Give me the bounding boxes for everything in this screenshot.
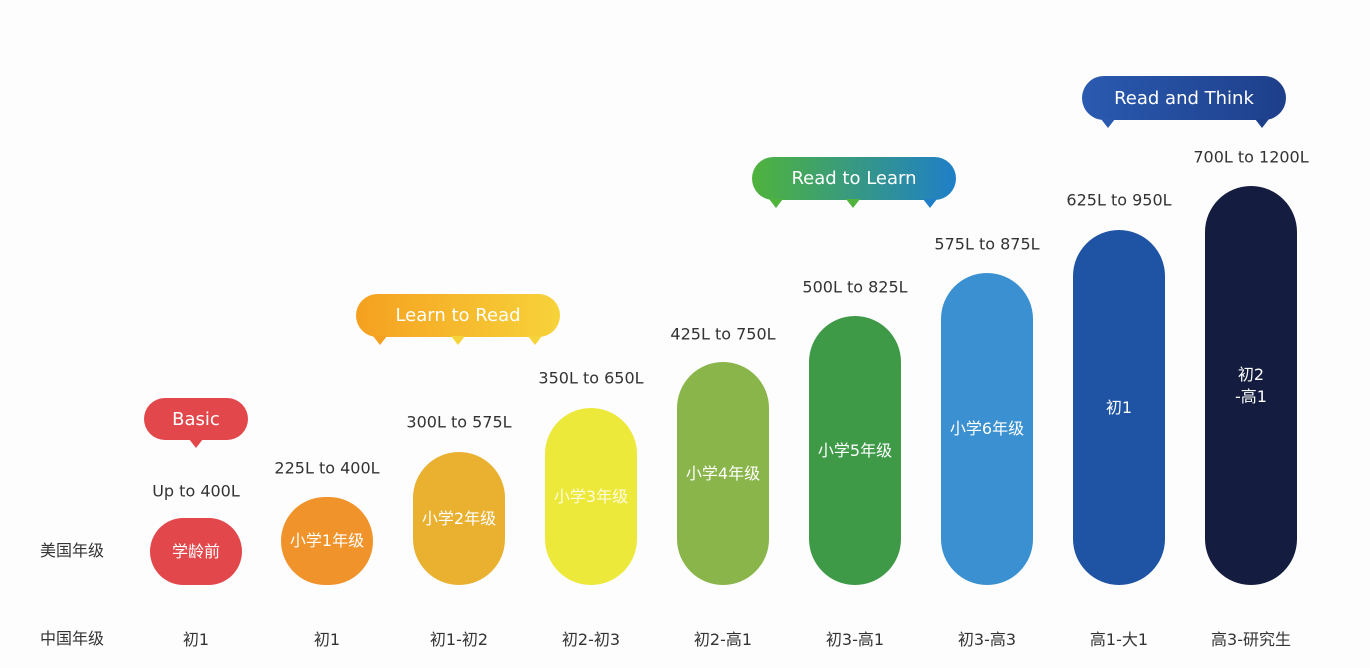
bubble-tail bbox=[846, 199, 860, 208]
stage-bubble: Read and Think bbox=[1082, 76, 1286, 120]
grade-pill: 小学4年级 bbox=[677, 362, 769, 585]
row-label-cn-grade: 中国年级 bbox=[40, 629, 105, 648]
cn-grade-label: 初1 bbox=[182, 630, 210, 649]
lexile-range-label: 300L to 575L bbox=[406, 412, 512, 432]
stage-bubble: Learn to Read bbox=[356, 294, 560, 337]
row-label-us-grade: 美国年级 bbox=[40, 541, 105, 560]
grade-pill: 小学2年级 bbox=[413, 452, 505, 585]
bubble-tail bbox=[451, 336, 465, 345]
bubble-tail bbox=[373, 336, 387, 345]
cn-grade-label: 初3-高3 bbox=[957, 630, 1017, 649]
grade-pill: 初1 bbox=[1073, 230, 1165, 585]
grade-pill: 初2 -高1 bbox=[1205, 186, 1297, 585]
lexile-range-label: 225L to 400L bbox=[274, 458, 380, 478]
grade-pill: 小学1年级 bbox=[281, 497, 373, 585]
cn-grade-label: 初1-初2 bbox=[429, 630, 489, 649]
lexile-range-label: 575L to 875L bbox=[934, 234, 1040, 254]
cn-grade-label: 高3-研究生 bbox=[1211, 630, 1291, 649]
cn-grade-label: 初3-高1 bbox=[825, 630, 885, 649]
lexile-range-label: 350L to 650L bbox=[538, 368, 644, 388]
lexile-range-label: 700L to 1200L bbox=[1193, 147, 1309, 167]
cn-grade-label: 初2-初3 bbox=[561, 630, 621, 649]
stage-bubble: Read to Learn bbox=[752, 157, 956, 200]
cn-grade-label: 高1-大1 bbox=[1089, 630, 1149, 649]
bubble-tail bbox=[1101, 119, 1115, 128]
lexile-range-label: 500L to 825L bbox=[802, 277, 908, 297]
cn-grade-label: 初1 bbox=[313, 630, 341, 649]
bubble-tail bbox=[923, 199, 937, 208]
cn-grade-label: 初2-高1 bbox=[693, 630, 753, 649]
grade-pill: 小学5年级 bbox=[809, 316, 901, 585]
lexile-range-label: Up to 400L bbox=[152, 481, 240, 501]
bubble-tail bbox=[1255, 119, 1269, 128]
grade-pill: 小学3年级 bbox=[545, 408, 637, 585]
lexile-range-label: 425L to 750L bbox=[670, 324, 776, 344]
bubble-tail bbox=[528, 336, 542, 345]
bubble-tail bbox=[189, 439, 203, 448]
lexile-range-label: 625L to 950L bbox=[1066, 190, 1172, 210]
bubble-tail bbox=[769, 199, 783, 208]
grade-pill: 学龄前 bbox=[150, 518, 242, 585]
grade-pill: 小学6年级 bbox=[941, 273, 1033, 585]
stage-bubble: Basic bbox=[144, 398, 248, 440]
